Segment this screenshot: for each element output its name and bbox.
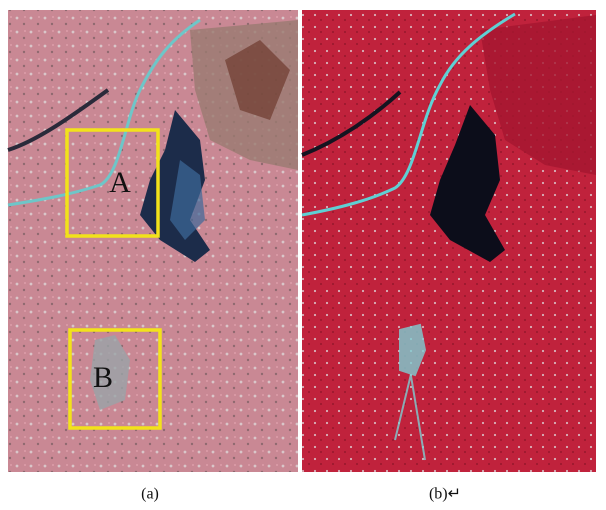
lake-shallow	[170, 160, 205, 240]
panel-a: A B	[7, 10, 298, 472]
river	[7, 18, 201, 207]
panel-b	[301, 10, 596, 472]
dark-river	[7, 88, 110, 152]
hills	[480, 15, 596, 175]
river	[301, 12, 516, 217]
region-box-b	[68, 328, 162, 430]
lake	[430, 105, 505, 262]
caption: (a)	[141, 486, 159, 503]
region-label: B	[93, 361, 113, 394]
ridge	[225, 40, 290, 120]
region-label: A	[109, 166, 131, 199]
town	[394, 323, 427, 461]
town	[90, 335, 130, 410]
dark-river	[301, 90, 402, 157]
region-box-a	[65, 128, 160, 238]
caption: (b)↵	[429, 486, 461, 503]
